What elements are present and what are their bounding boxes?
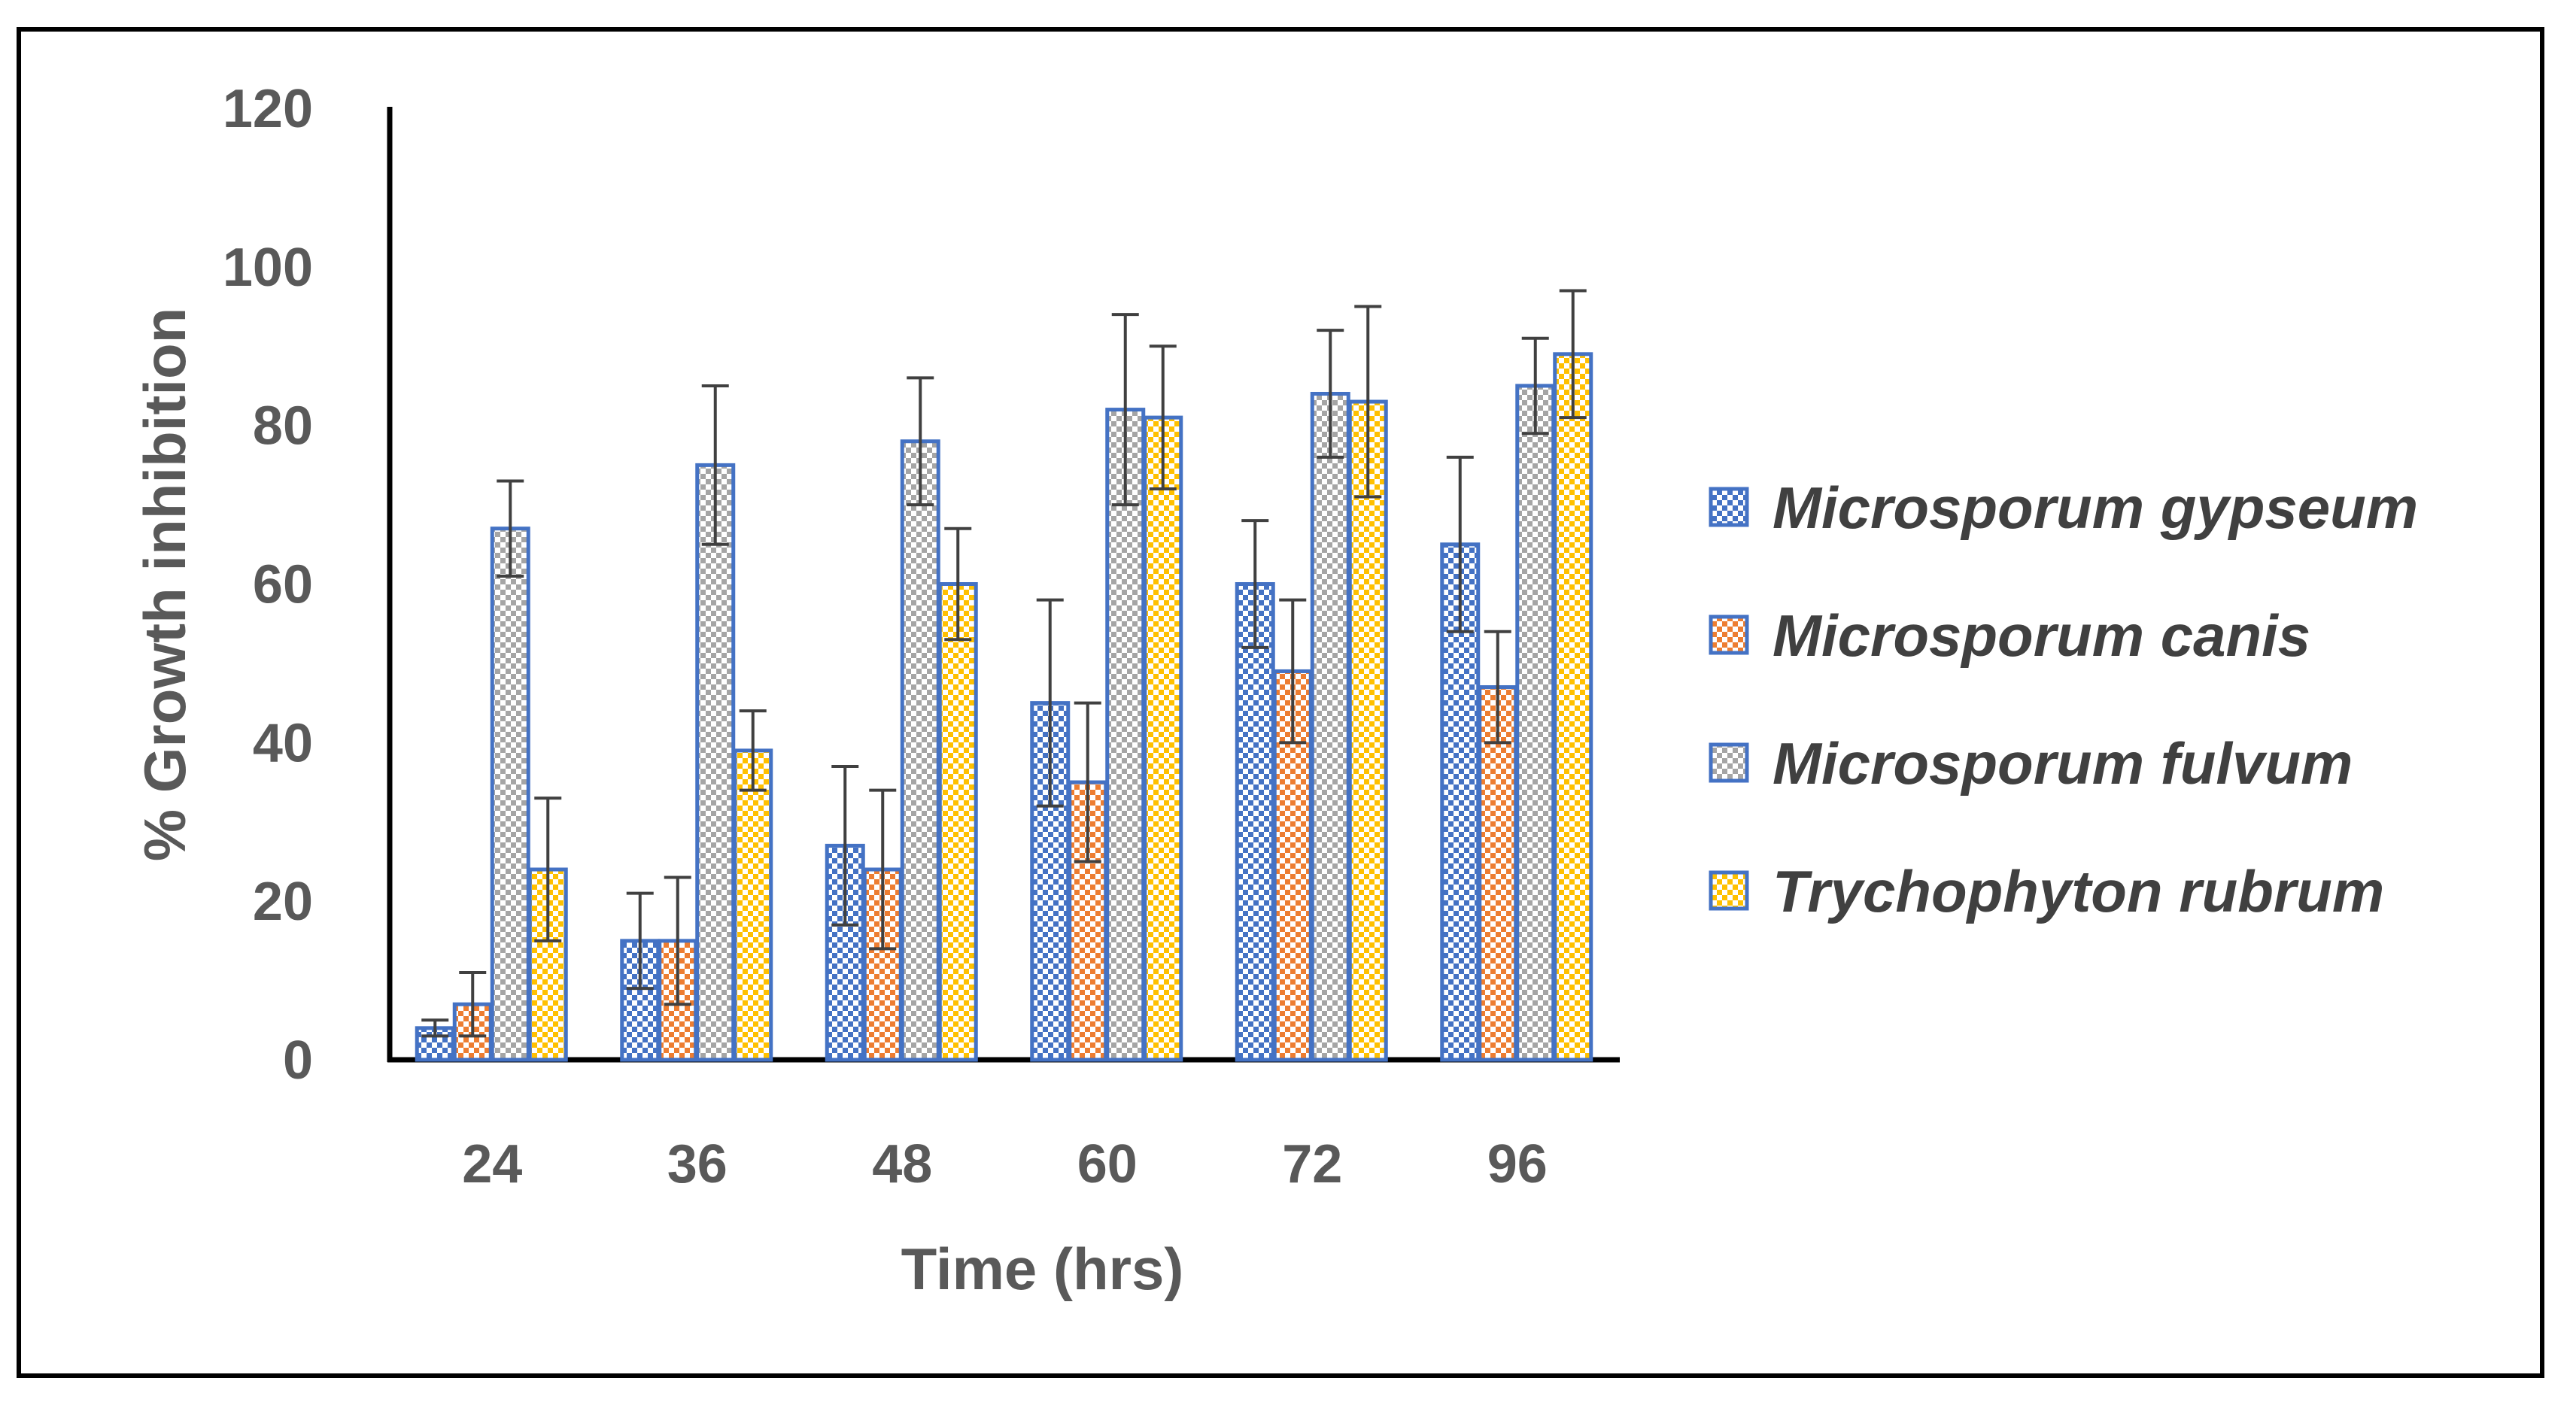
error-bar bbox=[831, 764, 859, 927]
error-bars bbox=[421, 289, 1587, 1038]
error-bar bbox=[1074, 701, 1101, 863]
legend-swatch bbox=[1709, 487, 1749, 527]
bar bbox=[1310, 392, 1350, 1062]
bars bbox=[415, 352, 1593, 1062]
figure-frame: 0 20 40 60 80 100 120 24 36 48 60 72 96 Time (hrs) % G… bbox=[17, 27, 2544, 1378]
error-bar bbox=[1149, 344, 1177, 490]
error-bar bbox=[1521, 336, 1549, 435]
error-bar bbox=[459, 971, 487, 1038]
legend-item: Microsporum gypseum bbox=[1709, 475, 2418, 541]
error-bar bbox=[1036, 598, 1064, 808]
legend-item: Microsporum canis bbox=[1709, 602, 2310, 669]
error-bar bbox=[907, 376, 934, 507]
error-bar bbox=[1279, 598, 1307, 745]
y-tick-label: 40 bbox=[253, 713, 313, 773]
legend-label: Microsporum canis bbox=[1773, 602, 2310, 669]
error-bar bbox=[1484, 630, 1511, 745]
legend-swatch bbox=[1709, 742, 1749, 783]
bar bbox=[695, 463, 736, 1062]
error-bar bbox=[869, 788, 897, 951]
error-bar bbox=[1317, 329, 1344, 459]
x-tick-label: 36 bbox=[667, 1134, 728, 1194]
bar bbox=[1235, 582, 1275, 1062]
legend-label: Microsporum gypseum bbox=[1773, 475, 2418, 541]
bar bbox=[1515, 384, 1556, 1062]
x-tick-label: 96 bbox=[1487, 1134, 1548, 1194]
bar bbox=[733, 748, 773, 1062]
error-bar bbox=[1446, 455, 1474, 633]
bar bbox=[900, 439, 940, 1062]
y-axis-title: % Growth inhibition bbox=[132, 308, 198, 862]
error-bar bbox=[497, 479, 524, 578]
error-bar bbox=[1559, 289, 1587, 420]
bar bbox=[1347, 399, 1388, 1062]
y-tick-label: 20 bbox=[253, 872, 313, 932]
error-bar bbox=[701, 384, 729, 546]
x-tick-label: 24 bbox=[462, 1134, 522, 1194]
bar bbox=[1105, 408, 1146, 1062]
x-tick-label: 48 bbox=[872, 1134, 932, 1194]
legend-label: Trychophyton rubrum bbox=[1773, 858, 2384, 924]
legend-item: Microsporum fulvum bbox=[1709, 730, 2353, 797]
legend-label: Microsporum fulvum bbox=[1773, 730, 2353, 797]
axes bbox=[387, 107, 1620, 1063]
legend-item: Trychophyton rubrum bbox=[1709, 858, 2384, 924]
error-bar bbox=[1354, 305, 1382, 499]
x-tick-label: 60 bbox=[1077, 1134, 1138, 1194]
error-bar bbox=[739, 709, 767, 792]
x-axis-title: Time (hrs) bbox=[901, 1236, 1184, 1302]
bar bbox=[490, 526, 530, 1062]
error-bar bbox=[534, 797, 562, 942]
legend-swatch bbox=[1709, 614, 1749, 655]
bar bbox=[1143, 415, 1183, 1062]
y-tick-label: 60 bbox=[253, 555, 313, 615]
y-tick-label: 0 bbox=[283, 1030, 313, 1091]
error-bar bbox=[421, 1018, 449, 1038]
y-tick-label: 100 bbox=[223, 238, 313, 298]
y-tick-label: 120 bbox=[223, 79, 313, 139]
error-bar bbox=[944, 526, 972, 642]
bar-chart: 0 20 40 60 80 100 120 24 36 48 60 72 96 Time (hrs) % G… bbox=[132, 79, 2418, 1302]
error-bar bbox=[1241, 519, 1269, 649]
error-bar bbox=[664, 875, 691, 1006]
bar bbox=[937, 582, 978, 1062]
error-bar bbox=[626, 891, 654, 991]
legend: Microsporum gypseum Microsporum canis Micr… bbox=[1709, 475, 2418, 924]
legend-swatch bbox=[1709, 870, 1749, 911]
axis-labels: 0 20 40 60 80 100 120 24 36 48 60 72 96 Time (hrs) % G… bbox=[132, 79, 1548, 1302]
bar bbox=[1553, 352, 1593, 1062]
error-bar bbox=[1111, 313, 1139, 507]
y-tick-label: 80 bbox=[253, 396, 313, 457]
x-tick-label: 72 bbox=[1282, 1134, 1342, 1194]
